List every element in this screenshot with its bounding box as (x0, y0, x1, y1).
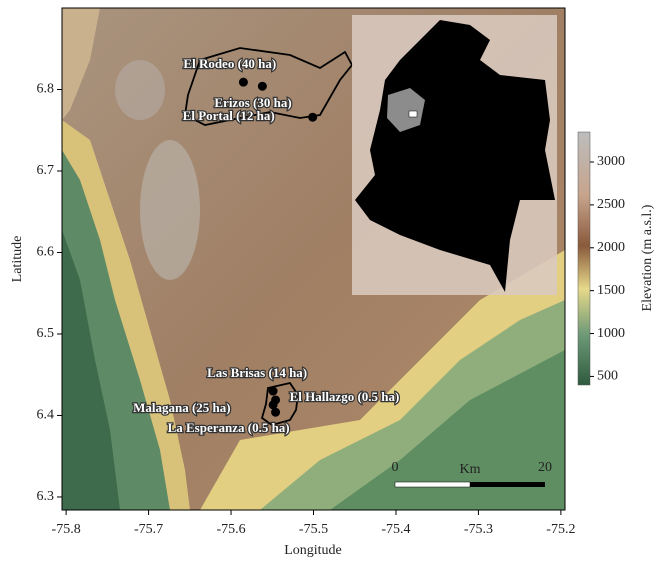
colorbar-tick-label: 3000 (597, 154, 625, 169)
colorbar-tick-label: 2500 (597, 197, 625, 212)
site-label: El Hallazgo (0.5 ha) (290, 389, 400, 404)
site-label: El Rodeo (40 ha) (183, 56, 276, 71)
y-tick-label: 6.8 (37, 82, 55, 97)
site-label: El Portal (12 ha) (183, 108, 275, 123)
x-tick-label: -75.3 (464, 522, 493, 537)
site-label: Malagana (25 ha) (133, 400, 231, 415)
site-point (269, 387, 278, 396)
y-tick-label: 6.4 (37, 408, 55, 423)
x-tick-label: -75.5 (299, 522, 328, 537)
scale-bar-white (395, 482, 470, 487)
colorbar (578, 132, 590, 385)
y-tick-label: 6.6 (37, 245, 55, 260)
inset-map (352, 15, 557, 295)
colorbar-tick-label: 1000 (597, 326, 625, 341)
site-point (239, 78, 248, 87)
scale-bar-black (470, 482, 545, 487)
site-label: Las Brisas (14 ha) (207, 365, 307, 380)
colorbar-tick-label: 1500 (597, 283, 625, 298)
y-tick-label: 6.5 (37, 326, 55, 341)
colorbar-tick-label: 500 (597, 369, 618, 384)
colorbar-label: Elevation (m a.s.l.) (640, 204, 655, 311)
site-label: La Esperanza (0.5 ha) (168, 420, 290, 435)
x-tick-label: -75.2 (546, 522, 575, 537)
site-point (308, 113, 317, 122)
x-axis-label: Longitude (284, 543, 342, 558)
scale-end-label: 20 (538, 460, 552, 475)
map-figure: Longitude Latitude Elevation (m a.s.l.) … (0, 0, 663, 564)
scale-start-label: 0 (392, 460, 399, 475)
x-tick-label: -75.4 (381, 522, 410, 537)
x-tick-label: -75.7 (134, 522, 163, 537)
y-tick-label: 6.7 (37, 163, 55, 178)
x-tick-label: -75.8 (52, 522, 81, 537)
x-tick-label: -75.6 (216, 522, 245, 537)
site-point (258, 82, 267, 91)
colorbar-tick-label: 2000 (597, 240, 625, 255)
site-point (271, 408, 280, 417)
scale-unit-label: Km (460, 462, 481, 477)
y-tick-label: 6.3 (37, 489, 55, 504)
y-axis-label: Latitude (10, 236, 25, 283)
